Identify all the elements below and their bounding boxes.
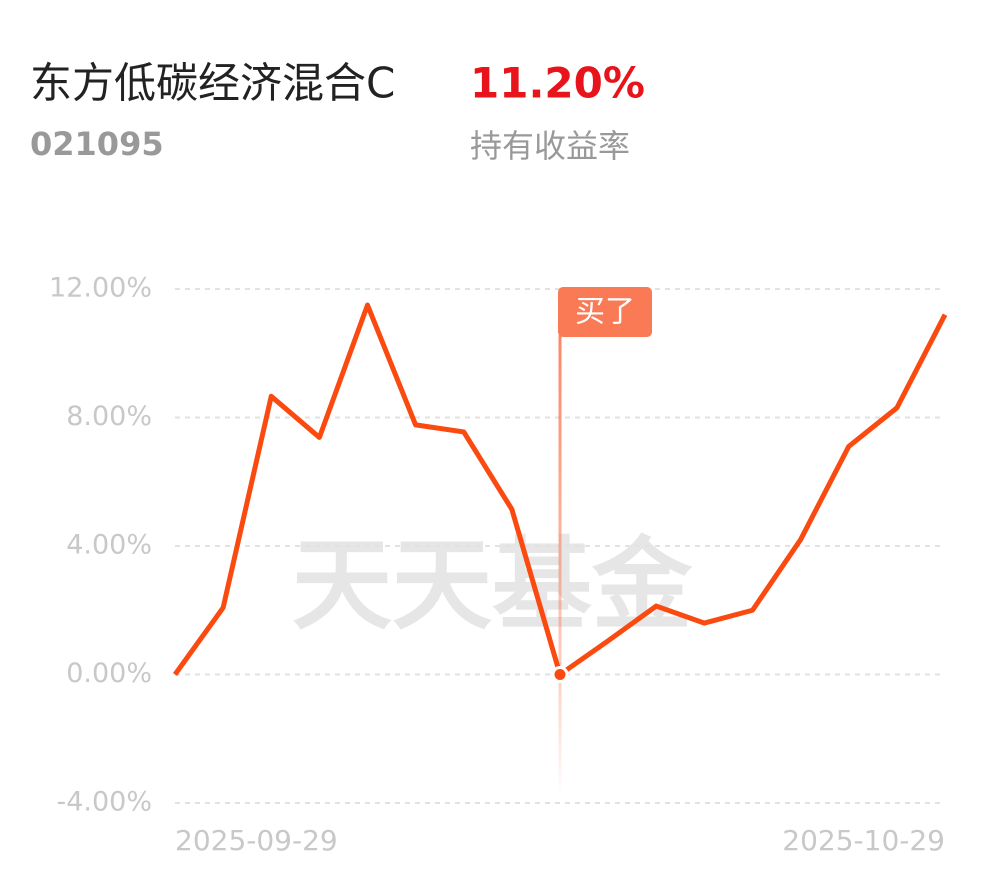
buy-tag [558,287,652,337]
buy-line [558,335,562,795]
y-tick-label: 0.00% [66,658,152,689]
x-tick-label: 2025-10-29 [782,824,945,857]
return-label: 持有收益率 [470,127,630,165]
return-value: 11.20% [470,59,645,108]
x-tick-label: 2025-09-29 [175,824,338,857]
fund-name: 东方低碳经济混合C [30,59,395,108]
y-tick-label: 8.00% [66,401,152,432]
y-tick-label: -4.00% [56,787,152,818]
y-tick-label: 4.00% [66,530,152,561]
fund-code: 021095 [30,125,164,163]
y-tick-label: 12.00% [49,273,152,304]
buy-point [551,666,569,683]
buy-tag-text: 买了 [575,295,635,330]
